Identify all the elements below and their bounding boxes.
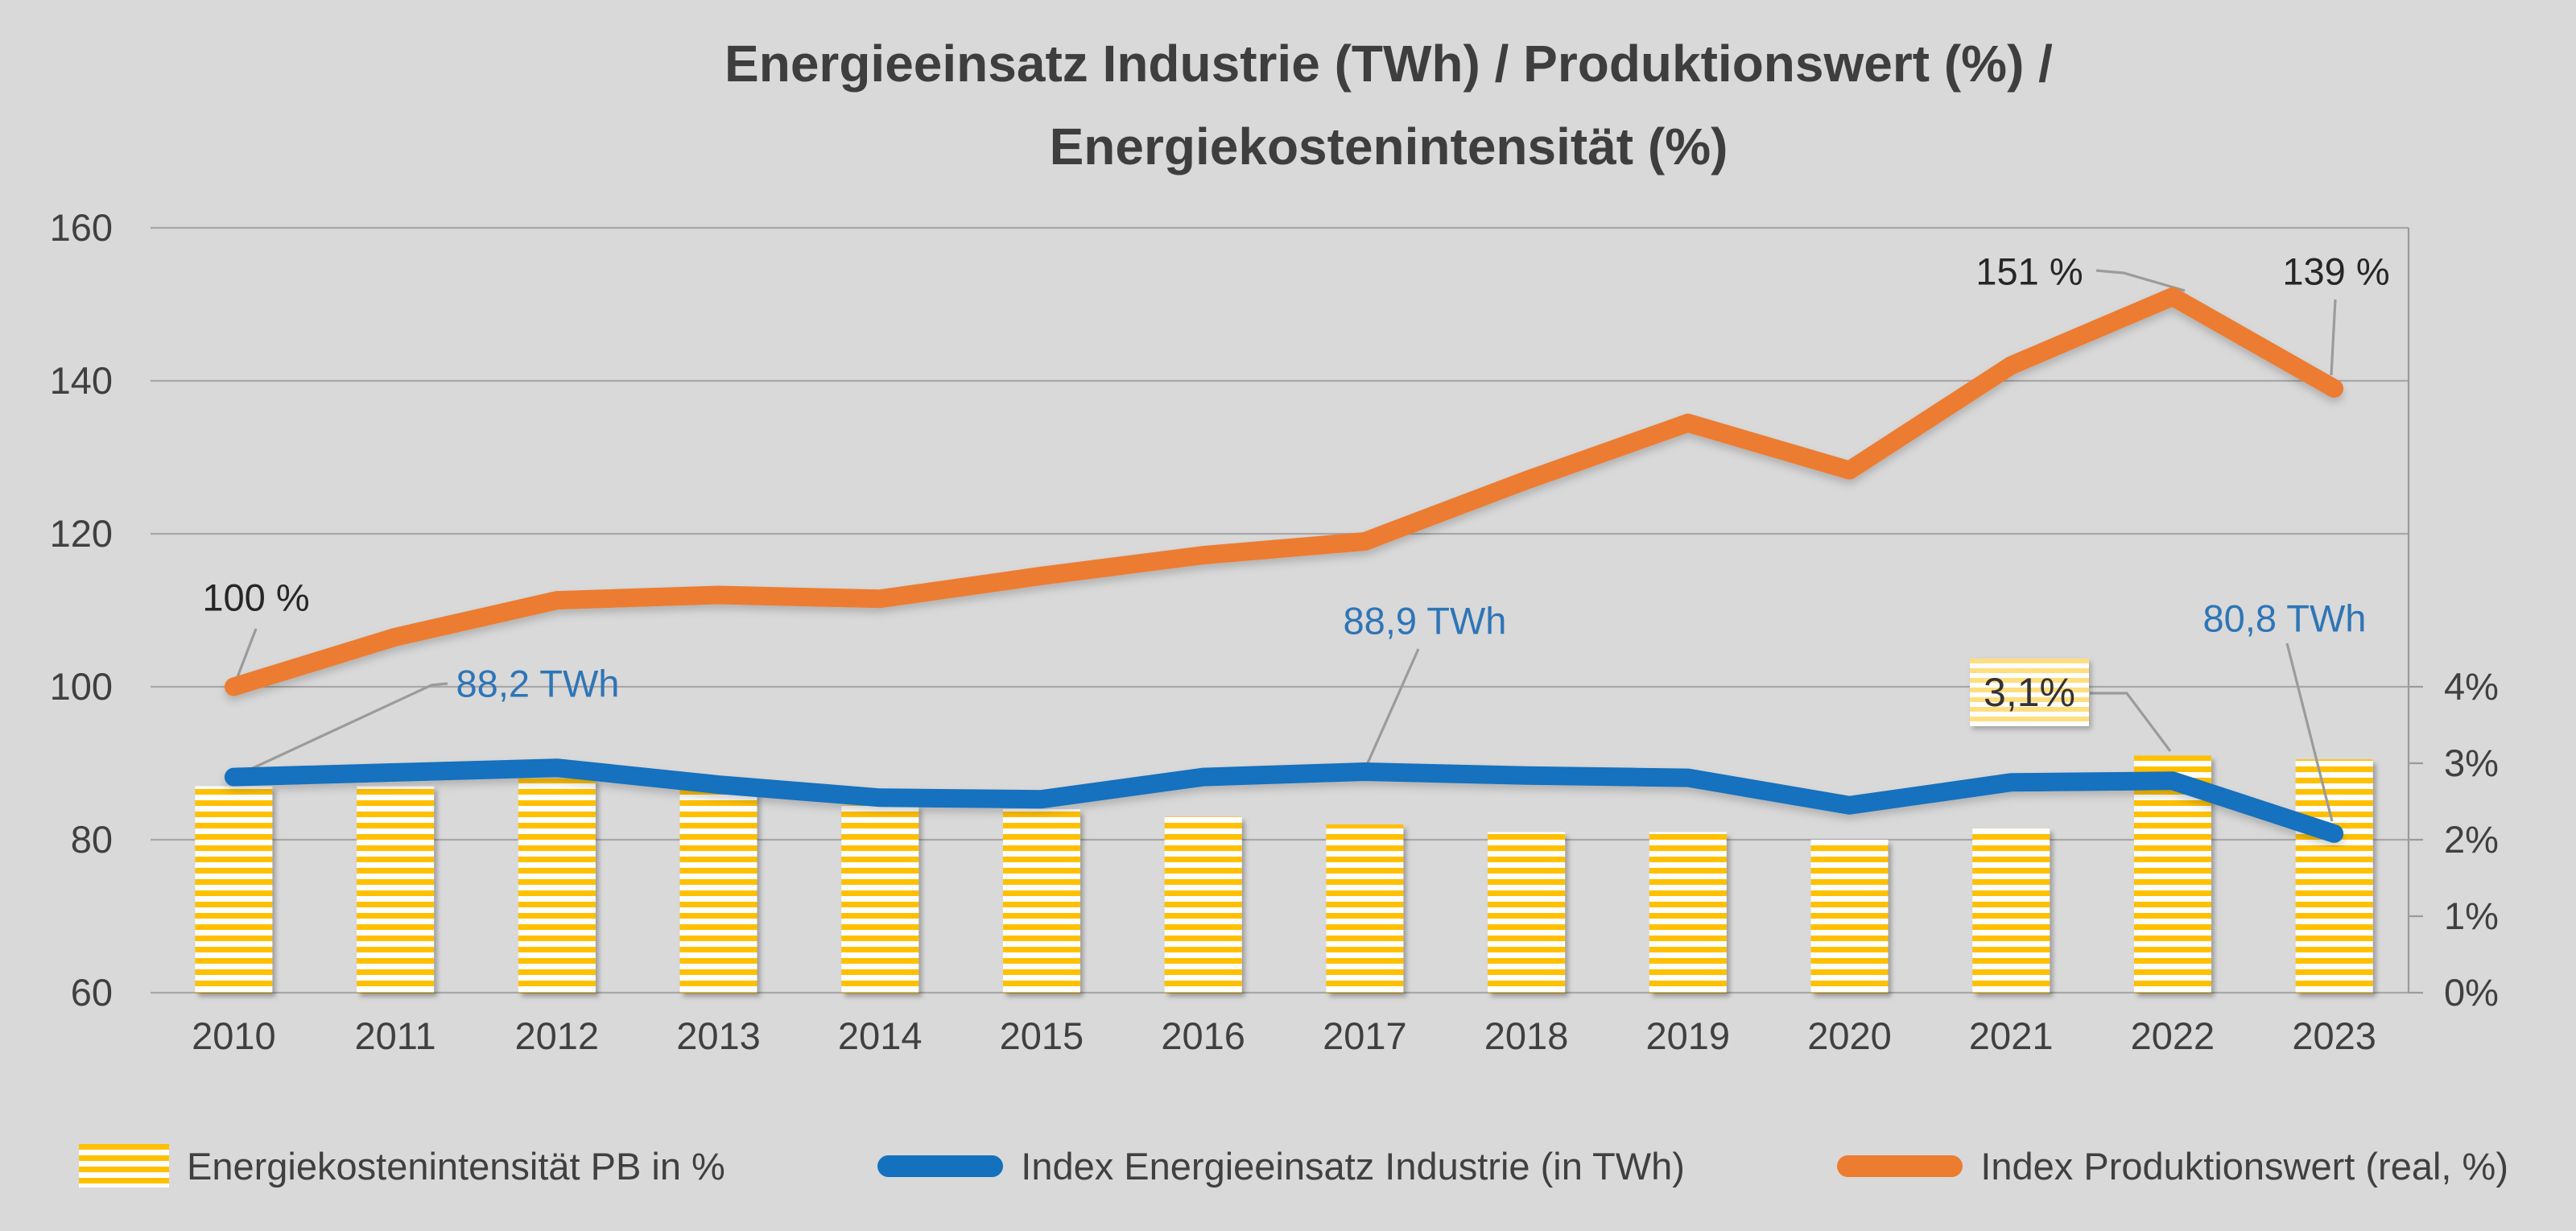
bar-series: [195, 755, 2373, 993]
x-axis-label-2014: 2014: [837, 1014, 923, 1057]
x-axis-label-2019: 2019: [1645, 1014, 1731, 1057]
x-axis-label-2023: 2023: [2292, 1014, 2376, 1057]
annotation-pw-2022: 151 %: [1975, 250, 2083, 293]
legend-item-energieeinsatz: Index Energieeinsatz Industrie (in TWh): [877, 1144, 1685, 1188]
annotation-pw-2023: 139 %: [2282, 250, 2390, 293]
right-axis-tick-4pct: 4%: [2444, 665, 2499, 708]
right-axis-tick-2pct: 2%: [2444, 818, 2499, 861]
legend-label: Index Produktionswert (real, %): [1980, 1144, 2508, 1188]
bar-2019: [1649, 832, 1727, 993]
chart-title-line2: Energiekostenintensität (%): [1049, 118, 1728, 176]
annotation-en-2017: 88,9 TWh: [1343, 599, 1507, 642]
annotation-ki-2022: 3,1%: [1970, 659, 2089, 726]
x-axis-label-2016: 2016: [1161, 1014, 1245, 1057]
leader-line-ki-2022: [2090, 692, 2172, 752]
left-axis-tick-160: 160: [49, 206, 113, 249]
x-axis-label-2018: 2018: [1484, 1014, 1569, 1057]
right-axis-tick-0pct: 0%: [2444, 971, 2499, 1014]
left-axis-tick-140: 140: [49, 359, 113, 402]
x-axis-label-2010: 2010: [192, 1014, 276, 1057]
leader-line-en-2017: [1365, 648, 1420, 766]
bar-2018: [1488, 832, 1566, 993]
bar-pattern-swatch-icon: [79, 1144, 169, 1188]
x-axis-label-2021: 2021: [1968, 1014, 2054, 1057]
bar-2023: [2295, 759, 2373, 993]
x-axis-label-2022: 2022: [2130, 1014, 2215, 1057]
left-axis-tick-80: 80: [70, 818, 113, 861]
leader-line-pw-2023: [2330, 299, 2337, 376]
produktionswert-line: [224, 287, 2344, 696]
x-axis-label-2020: 2020: [1807, 1014, 1892, 1057]
leader-line-pw-2010: [234, 628, 258, 682]
bar-2012: [518, 779, 596, 993]
right-axis-tick-1pct: 1%: [2444, 894, 2499, 937]
energieeinsatz-line: [224, 758, 2344, 843]
x-axis-label-2011: 2011: [354, 1014, 436, 1057]
bar-2010: [195, 786, 273, 993]
annotation-pw-2010: 100 %: [202, 576, 310, 619]
bar-2016: [1164, 816, 1242, 993]
bar-2015: [1002, 809, 1080, 993]
annotation-en-2023: 80,8 TWh: [2202, 597, 2367, 640]
leader-line-en-2010: [240, 682, 448, 775]
x-axis-label-2015: 2015: [999, 1014, 1084, 1057]
left-axis-tick-60: 60: [70, 971, 113, 1014]
bar-2013: [679, 790, 758, 993]
bar-2021: [1972, 828, 2050, 993]
chart-title-line1: Energieeinsatz Industrie (TWh) / Produkt…: [724, 35, 2053, 93]
bar-2014: [841, 805, 919, 993]
legend: Energiekostenintensität PB in % Index En…: [0, 1126, 2576, 1206]
legend-item-produktionswert: Index Produktionswert (real, %): [1837, 1144, 2508, 1188]
blue-line-swatch-icon: [877, 1155, 1004, 1177]
legend-label: Index Energieeinsatz Industrie (in TWh): [1021, 1144, 1685, 1188]
leader-line-pw-2022: [2095, 269, 2186, 292]
orange-line-swatch-icon: [1837, 1155, 1963, 1177]
bar-2020: [1810, 840, 1889, 993]
bar-2017: [1326, 824, 1404, 993]
left-axis-tick-100: 100: [49, 665, 113, 708]
leader-line-en-2023: [2285, 642, 2334, 822]
annotation-en-2010: 88,2 TWh: [456, 662, 620, 705]
bar-2011: [357, 786, 435, 993]
chart-title: Energieeinsatz Industrie (TWh) / Produkt…: [201, 23, 2576, 188]
legend-label: Energiekostenintensität PB in %: [187, 1144, 725, 1188]
legend-item-energiekostenintensitaet: Energiekostenintensität PB in %: [79, 1144, 725, 1188]
right-axis-tick-3pct: 3%: [2444, 741, 2499, 784]
left-axis-tick-120: 120: [49, 512, 113, 555]
x-axis-label-2012: 2012: [514, 1014, 600, 1057]
x-axis-label-2013: 2013: [676, 1014, 761, 1057]
x-axis-label-2017: 2017: [1323, 1014, 1407, 1057]
